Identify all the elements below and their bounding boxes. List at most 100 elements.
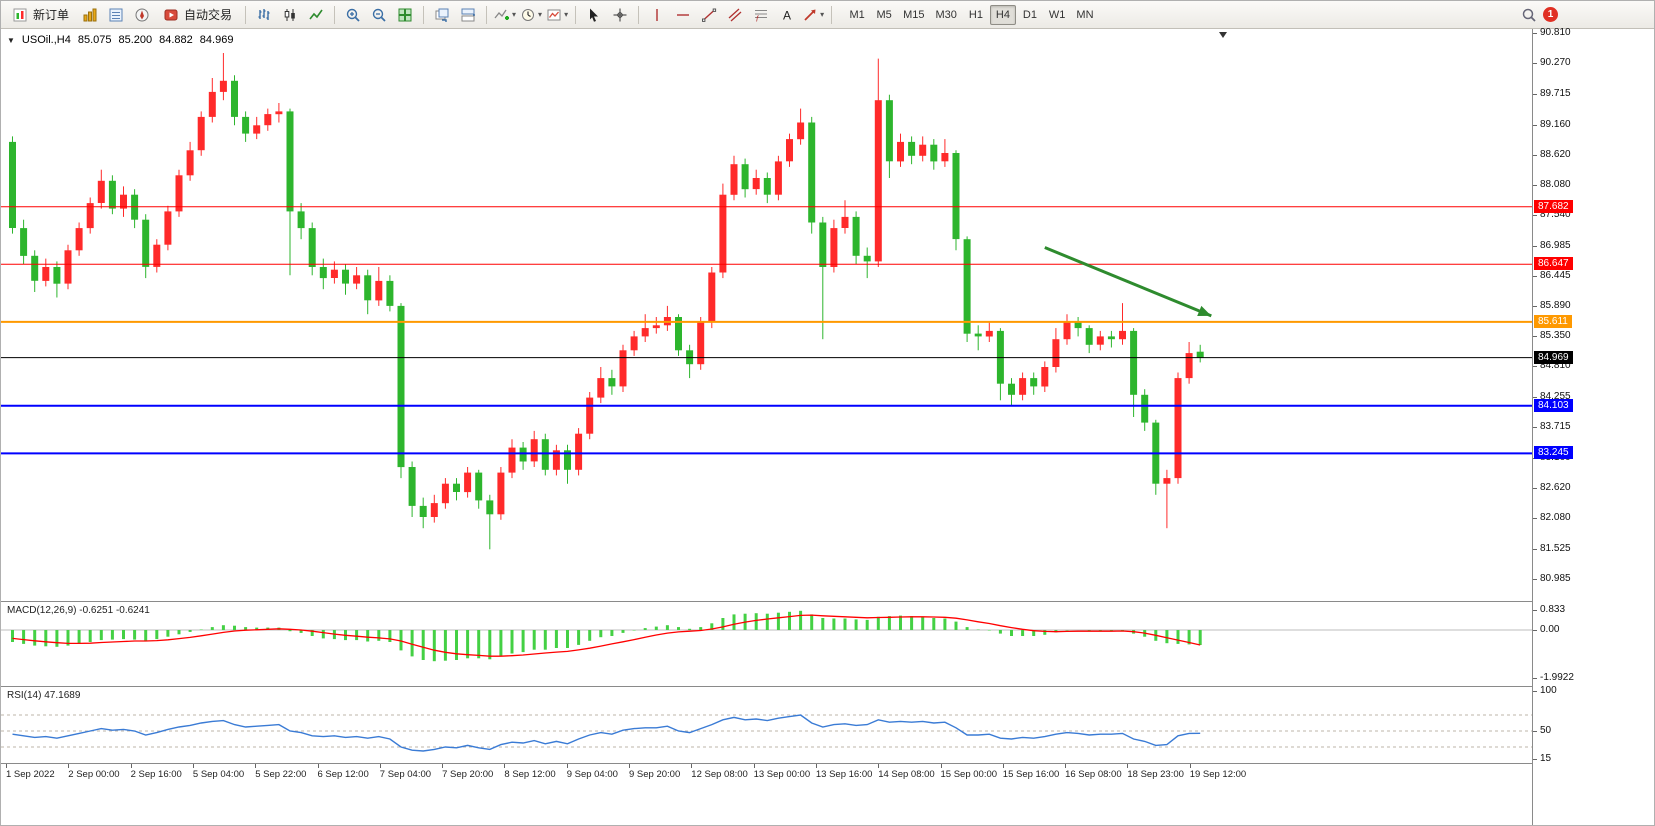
panel-separator[interactable] xyxy=(1,601,1654,602)
bar-chart-mode-button[interactable] xyxy=(252,4,276,26)
rsi-panel[interactable] xyxy=(1,687,1532,763)
arrange-windows-button[interactable] xyxy=(456,4,480,26)
price-tick-label: 85.890 xyxy=(1540,300,1571,312)
panel-separator[interactable] xyxy=(1,763,1654,764)
time-tick-label: 1 Sep 2022 xyxy=(6,769,55,780)
axis-tick-mark xyxy=(1533,731,1537,732)
timeframe-button-m1[interactable]: M1 xyxy=(849,8,865,21)
axis-tick-mark xyxy=(1533,93,1537,95)
data-window-icon xyxy=(109,8,123,21)
new-order-button[interactable]: 新订单 xyxy=(5,4,76,26)
price-tick-label: 84.810 xyxy=(1540,360,1571,372)
line-chart-mode-button[interactable] xyxy=(304,4,328,26)
periods-button[interactable]: ▾ xyxy=(519,4,543,26)
timeframe-button-h1[interactable]: H1 xyxy=(968,8,983,21)
timeframe-button-m30[interactable]: M30 xyxy=(935,8,957,21)
price-tick-label: 82.620 xyxy=(1540,482,1571,494)
price-tick-label: 90.810 xyxy=(1540,27,1571,38)
rsi-line xyxy=(12,714,1201,752)
horizontal-line-icon xyxy=(677,13,690,16)
panel-separator[interactable] xyxy=(1,686,1654,687)
notifications-badge[interactable]: 1 xyxy=(1543,7,1558,22)
time-axis[interactable]: 1 Sep 2022 2 Sep 00:00 2 Sep 16:00 5 Sep 04… xyxy=(1,764,1532,825)
time-tick-label: 19 Sep 12:00 xyxy=(1189,769,1247,780)
arrows-tool-button[interactable]: ▾ xyxy=(801,4,825,26)
time-tick-mark xyxy=(1002,764,1004,768)
timeframe-button-m15[interactable]: M15 xyxy=(903,8,925,21)
vertical-line-tool-button[interactable] xyxy=(645,4,669,26)
axis-tick-mark xyxy=(1533,548,1537,550)
ohlc-close: 84.969 xyxy=(199,34,234,46)
macd-panel[interactable] xyxy=(1,602,1532,685)
autotrade-icon xyxy=(164,9,178,20)
axis-tick-mark xyxy=(1533,275,1537,277)
toolbar-separator xyxy=(245,5,247,24)
axis-tick-mark xyxy=(1533,306,1537,308)
zoom-out-button[interactable] xyxy=(367,4,391,26)
time-tick-label: 15 Sep 00:00 xyxy=(940,769,998,780)
time-tick-mark xyxy=(940,764,942,768)
price-tick-label: 82.080 xyxy=(1540,512,1571,524)
equidistant-channel-icon xyxy=(728,8,742,21)
data-window-button[interactable] xyxy=(104,4,128,26)
bar-chart-icon xyxy=(258,8,270,20)
tile-windows-button[interactable] xyxy=(393,4,417,26)
templates-button[interactable]: ▾ xyxy=(545,4,569,26)
horizontal-line-tool-button[interactable] xyxy=(671,4,695,26)
price-chart-canvas[interactable] xyxy=(1,29,1532,601)
axis-tick-mark xyxy=(1533,33,1537,34)
price-line-badge: 84.103 xyxy=(1534,398,1573,412)
navigator-button[interactable] xyxy=(130,4,154,26)
candlestick-series xyxy=(9,53,1204,550)
time-tick-label: 5 Sep 04:00 xyxy=(192,769,245,780)
trendline-tool-button[interactable] xyxy=(697,4,721,26)
timeframe-button-h4[interactable]: H4 xyxy=(989,4,1016,25)
candlestick-mode-button[interactable] xyxy=(278,4,302,26)
chart-window[interactable]: ▼ USOil.,H4 85.075 85.200 84.882 84.969 … xyxy=(1,27,1654,825)
cascade-windows-button[interactable] xyxy=(430,4,454,26)
one-click-trading-toggle[interactable]: ▼ xyxy=(7,35,15,45)
price-line-badge: 84.969 xyxy=(1534,350,1573,364)
time-tick-mark xyxy=(691,764,693,768)
cursor-icon xyxy=(590,8,599,22)
toolbar-separator xyxy=(486,5,488,24)
market-watch-button[interactable] xyxy=(78,4,102,26)
candlestick-icon xyxy=(284,8,295,21)
indicators-button[interactable]: ▾ xyxy=(493,4,517,26)
timeframe-button-d1[interactable]: D1 xyxy=(1022,8,1037,21)
time-tick-mark xyxy=(566,764,568,768)
timeframe-button-m5[interactable]: M5 xyxy=(876,8,892,21)
macd-indicator-label: MACD(12,26,9) -0.6251 -0.6241 xyxy=(7,605,150,616)
channel-tool-button[interactable] xyxy=(723,4,747,26)
price-axis[interactable]: 90.810 90.270 89.715 89.160 88.620 88.080 87.5… xyxy=(1532,27,1654,825)
trend-arrow-object[interactable] xyxy=(1044,246,1212,318)
chevron-down-icon: ▾ xyxy=(820,10,825,19)
cursor-tool-button[interactable] xyxy=(582,4,606,26)
fibonacci-tool-button[interactable]: f xyxy=(749,4,773,26)
price-line-badge: 87.682 xyxy=(1534,199,1573,213)
time-tick-mark xyxy=(68,764,70,768)
macd-signal-line xyxy=(12,614,1201,657)
axis-tick-mark xyxy=(1533,691,1537,692)
search-button[interactable] xyxy=(1517,4,1541,26)
search-icon xyxy=(1522,8,1536,22)
time-tick-mark xyxy=(815,764,817,768)
text-tool-button[interactable]: A xyxy=(775,4,799,26)
auto-trading-button[interactable]: 自动交易 xyxy=(156,4,239,26)
time-tick-mark xyxy=(6,764,7,768)
timeframe-button-w1[interactable]: W1 xyxy=(1048,8,1066,21)
time-tick-label: 13 Sep 00:00 xyxy=(753,769,811,780)
timeframe-button-mn[interactable]: MN xyxy=(1076,8,1094,21)
zoom-in-button[interactable] xyxy=(341,4,365,26)
axis-tick-mark xyxy=(1533,488,1537,490)
toolbar-separator xyxy=(423,5,425,24)
ohlc-open: 85.075 xyxy=(77,34,112,46)
chevron-down-icon: ▾ xyxy=(564,10,569,19)
ohlc-high: 85.200 xyxy=(118,34,153,46)
price-tick-label: 89.715 xyxy=(1540,87,1571,99)
time-tick-mark xyxy=(192,764,194,768)
chart-shift-marker[interactable] xyxy=(1219,32,1227,38)
price-tick-label: 87.540 xyxy=(1540,208,1571,220)
crosshair-tool-button[interactable] xyxy=(608,4,632,26)
